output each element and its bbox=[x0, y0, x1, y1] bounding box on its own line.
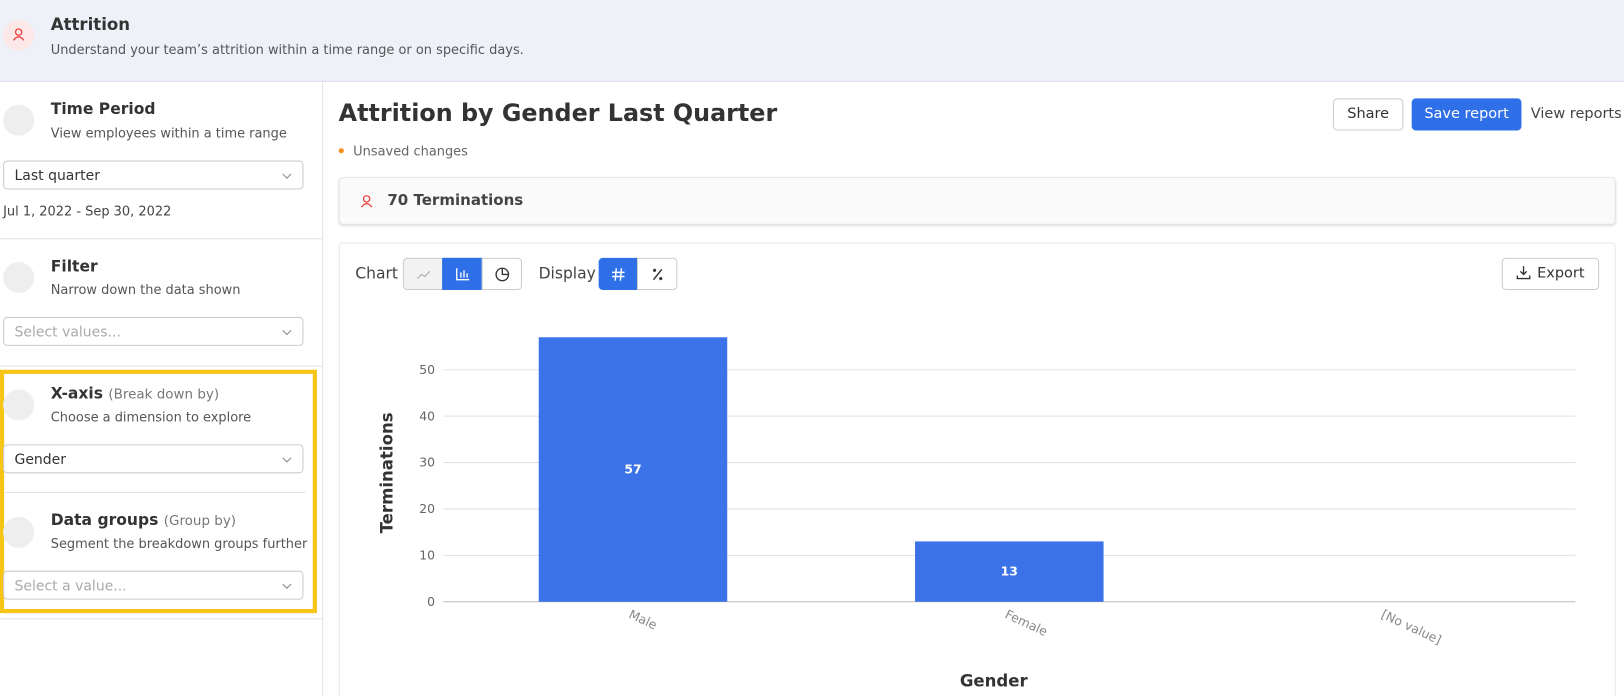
header-subtitle: Understand your team’s attrition within … bbox=[50, 41, 524, 57]
section-subtitle: Segment the breakdown groups further bbox=[50, 535, 308, 551]
section-title: Time Period bbox=[50, 99, 156, 119]
section-title: Filter bbox=[50, 256, 98, 276]
share-button[interactable]: Share bbox=[1332, 98, 1404, 131]
groups-icon bbox=[3, 516, 35, 548]
title-text: X-axis bbox=[50, 384, 103, 403]
y-tick-label: 50 bbox=[419, 362, 435, 377]
dropdown[interactable]: Select values... bbox=[3, 316, 304, 346]
divider bbox=[0, 618, 323, 620]
dropdown[interactable]: Select a value... bbox=[3, 570, 304, 600]
y-axis-label: Terminations bbox=[378, 412, 397, 533]
bar-chart-button[interactable] bbox=[442, 257, 483, 290]
bar bbox=[538, 337, 728, 602]
bar bbox=[915, 541, 1104, 602]
report-title: Attrition by Gender Last Quarter bbox=[338, 100, 778, 128]
y-tick-label: 10 bbox=[419, 547, 435, 562]
save-button[interactable]: Save report bbox=[1411, 98, 1522, 131]
sidebar-border bbox=[322, 81, 324, 696]
export-text: Export bbox=[1537, 265, 1585, 282]
status-dot bbox=[338, 148, 344, 154]
header bbox=[0, 0, 1624, 82]
y-tick-label: 40 bbox=[419, 408, 435, 423]
x-tick-label: Female bbox=[1003, 606, 1050, 639]
chart-label: Chart bbox=[355, 264, 398, 283]
divider bbox=[5, 491, 306, 493]
header-title: Attrition bbox=[50, 14, 131, 35]
dropdown[interactable]: Gender bbox=[3, 444, 304, 474]
view-reports-link[interactable]: View reports bbox=[1530, 105, 1622, 123]
dropdown-placeholder: Select a value... bbox=[14, 577, 127, 595]
section-subtitle: Choose a dimension to explore bbox=[50, 409, 252, 425]
pie-chart-button[interactable] bbox=[481, 257, 522, 290]
time-icon bbox=[3, 104, 35, 136]
chart-card bbox=[338, 242, 1616, 696]
dropdown-placeholder: Select values... bbox=[14, 324, 121, 341]
filter-icon bbox=[3, 262, 35, 294]
export-button[interactable]: Export bbox=[1501, 257, 1600, 290]
divider bbox=[0, 365, 323, 367]
title-hint: (Break down by) bbox=[108, 387, 220, 403]
title-text: Data groups bbox=[50, 510, 159, 530]
dropdown-value: Last quarter bbox=[14, 167, 100, 185]
summary-icon bbox=[360, 195, 373, 208]
dropdown[interactable]: Last quarter bbox=[3, 160, 304, 190]
title-hint: (Group by) bbox=[163, 513, 237, 530]
divider bbox=[0, 238, 323, 240]
summary-text: 70 Terminations bbox=[387, 192, 524, 210]
number-display-button[interactable] bbox=[598, 257, 638, 290]
percent-display-button[interactable] bbox=[636, 257, 678, 290]
status-text: Unsaved changes bbox=[353, 142, 468, 159]
y-tick-label: 20 bbox=[419, 501, 435, 516]
dropdown-value: Gender bbox=[14, 451, 67, 469]
value-label: 57 bbox=[624, 462, 641, 477]
x-tick-label: Male bbox=[627, 606, 660, 632]
section-title: Data groups (Group by) bbox=[51, 511, 236, 530]
section-title: X-axis (Break down by) bbox=[51, 384, 219, 403]
y-tick-label: 30 bbox=[419, 455, 435, 470]
header-icon bbox=[3, 19, 35, 51]
line-chart-button[interactable] bbox=[402, 257, 444, 290]
section-subtitle: View employees within a time range bbox=[50, 125, 287, 141]
summary-card bbox=[338, 177, 1616, 225]
value-label: 13 bbox=[1001, 564, 1018, 579]
date-range: Jul 1, 2022 - Sep 30, 2022 bbox=[3, 202, 172, 219]
x-tick-label: [No value] bbox=[1379, 606, 1444, 647]
xaxis-icon bbox=[3, 389, 35, 421]
highlight-box bbox=[0, 369, 317, 614]
x-axis-label: Gender bbox=[960, 672, 1029, 691]
y-tick-label: 0 bbox=[427, 594, 435, 609]
section-subtitle: Narrow down the data shown bbox=[50, 281, 241, 298]
display-label: Display bbox=[538, 264, 596, 283]
